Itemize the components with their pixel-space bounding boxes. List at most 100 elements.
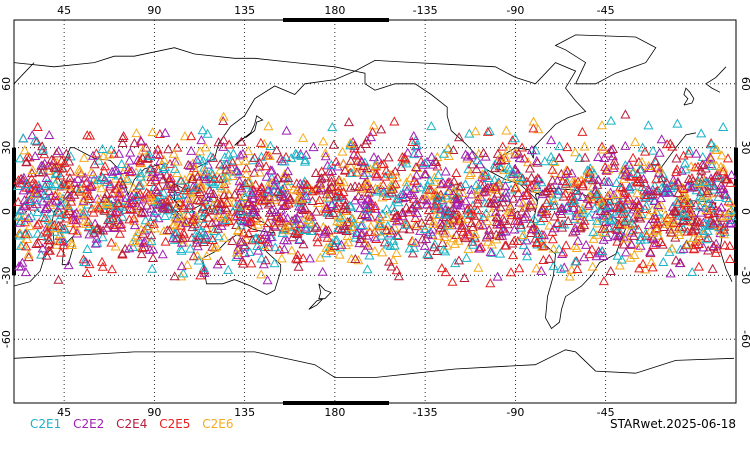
observation-marker bbox=[249, 167, 260, 177]
observation-marker bbox=[220, 214, 231, 224]
observation-marker bbox=[620, 140, 631, 150]
observation-marker bbox=[238, 227, 249, 237]
observation-marker bbox=[34, 166, 45, 176]
observation-marker bbox=[716, 202, 727, 212]
observation-marker bbox=[541, 197, 552, 207]
observation-marker bbox=[250, 203, 261, 213]
observation-marker bbox=[632, 188, 643, 198]
observation-marker bbox=[320, 226, 331, 236]
observation-marker bbox=[368, 152, 379, 162]
observation-marker bbox=[567, 195, 578, 205]
observation-marker bbox=[362, 180, 373, 191]
observation-marker bbox=[560, 188, 571, 198]
observation-marker bbox=[426, 151, 437, 161]
observation-marker bbox=[624, 225, 636, 236]
observation-marker bbox=[234, 176, 245, 186]
observation-marker bbox=[175, 175, 186, 185]
observation-marker bbox=[390, 166, 401, 176]
observation-marker bbox=[260, 194, 271, 204]
observation-marker bbox=[437, 177, 449, 187]
observation-marker bbox=[342, 230, 353, 240]
observation-marker bbox=[254, 167, 265, 177]
observation-marker bbox=[128, 235, 139, 245]
observation-marker bbox=[451, 213, 462, 223]
observation-marker bbox=[192, 171, 203, 181]
observation-marker bbox=[131, 128, 142, 138]
observation-marker bbox=[696, 165, 707, 175]
observation-marker bbox=[490, 207, 501, 217]
observation-marker bbox=[124, 243, 135, 253]
observation-marker bbox=[516, 142, 528, 152]
bottom-lon-label: 135 bbox=[234, 406, 255, 419]
observation-marker bbox=[31, 220, 43, 230]
observation-marker bbox=[157, 249, 168, 259]
observation-marker bbox=[312, 232, 323, 242]
observation-marker bbox=[417, 234, 428, 244]
observation-marker bbox=[280, 199, 292, 209]
observation-marker bbox=[18, 185, 29, 195]
observation-marker bbox=[248, 192, 259, 202]
observation-marker bbox=[388, 255, 399, 265]
observation-marker bbox=[135, 168, 146, 178]
observation-marker bbox=[78, 254, 89, 264]
observation-marker bbox=[453, 255, 464, 265]
observation-marker bbox=[266, 226, 277, 236]
observation-marker bbox=[187, 214, 198, 224]
observation-marker bbox=[304, 253, 315, 263]
observation-marker bbox=[652, 217, 663, 227]
observation-marker bbox=[59, 157, 70, 167]
observation-marker bbox=[546, 188, 557, 198]
observation-marker bbox=[29, 189, 40, 199]
observation-marker bbox=[125, 147, 136, 157]
observation-marker bbox=[429, 239, 440, 249]
observation-marker bbox=[672, 118, 683, 128]
observation-marker bbox=[336, 182, 347, 192]
observation-marker bbox=[286, 245, 297, 255]
observation-marker bbox=[620, 109, 631, 119]
observation-marker bbox=[19, 145, 30, 155]
observation-marker bbox=[370, 200, 381, 211]
observation-marker bbox=[604, 215, 616, 225]
observation-marker bbox=[598, 144, 609, 154]
observation-marker bbox=[99, 161, 111, 171]
observation-marker bbox=[152, 144, 163, 154]
observation-marker bbox=[484, 126, 495, 136]
observation-marker bbox=[612, 250, 623, 260]
observation-marker bbox=[586, 244, 597, 254]
observation-marker bbox=[410, 161, 422, 172]
observation-marker bbox=[564, 271, 575, 281]
observation-marker bbox=[460, 179, 471, 189]
observation-marker bbox=[322, 232, 333, 242]
observation-marker bbox=[612, 236, 623, 246]
observation-marker bbox=[649, 195, 660, 205]
observation-marker bbox=[411, 139, 422, 149]
observation-marker bbox=[263, 191, 275, 201]
observation-marker bbox=[41, 250, 52, 260]
observation-marker bbox=[82, 189, 93, 199]
observation-marker bbox=[27, 130, 38, 140]
observation-marker bbox=[265, 140, 276, 150]
observation-marker bbox=[196, 135, 207, 145]
observation-marker bbox=[466, 184, 477, 194]
observation-marker bbox=[365, 221, 376, 231]
observation-marker bbox=[448, 214, 459, 224]
observation-marker bbox=[618, 239, 629, 249]
observation-marker bbox=[50, 222, 61, 233]
observation-marker bbox=[403, 207, 414, 217]
observation-marker bbox=[598, 234, 609, 244]
observation-marker bbox=[411, 170, 422, 180]
observation-marker bbox=[579, 252, 590, 262]
observation-marker bbox=[32, 206, 43, 217]
observation-marker bbox=[497, 141, 508, 151]
observation-marker bbox=[13, 196, 24, 206]
top-lon-label: 180 bbox=[324, 4, 345, 17]
observation-marker bbox=[528, 116, 539, 126]
observation-marker bbox=[652, 225, 663, 235]
observation-marker bbox=[421, 199, 433, 209]
observation-marker bbox=[675, 244, 686, 254]
observation-marker bbox=[503, 145, 514, 155]
observation-marker bbox=[621, 167, 632, 177]
observation-marker bbox=[137, 228, 149, 238]
observation-marker bbox=[521, 176, 532, 186]
observation-marker bbox=[609, 195, 620, 205]
